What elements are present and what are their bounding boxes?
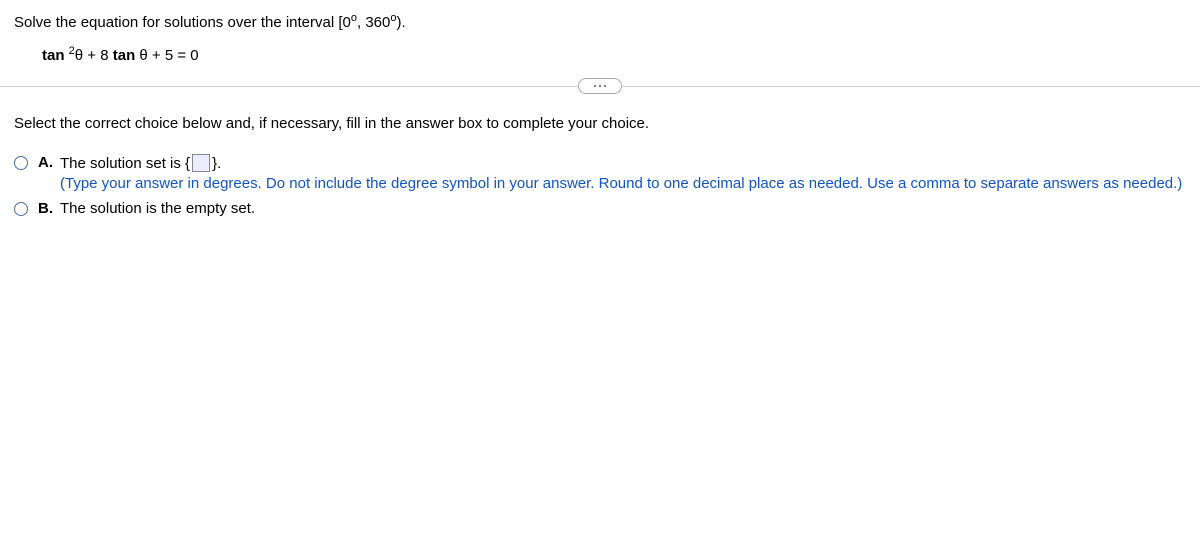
stem-mid: , 360: [357, 14, 390, 31]
eq-mid: θ + 8: [75, 47, 113, 64]
eq-rest: θ + 5 = 0: [135, 47, 198, 64]
choice-a-body: The solution set is {}. (Type your answe…: [60, 154, 1186, 194]
choice-a-line: The solution set is {}.: [60, 154, 1186, 172]
section-separator: [0, 86, 1200, 87]
choice-a-hint: (Type your answer in degrees. Do not inc…: [60, 174, 1186, 194]
tan-1: tan: [42, 47, 65, 64]
choice-b-body: The solution is the empty set.: [60, 200, 1186, 217]
choice-a: A. The solution set is {}. (Type your an…: [14, 154, 1186, 194]
expand-button[interactable]: [578, 78, 622, 94]
choice-b: B. The solution is the empty set.: [14, 200, 1186, 217]
radio-a[interactable]: [14, 156, 28, 170]
question-stem: Solve the equation for solutions over th…: [14, 12, 1186, 31]
tan-2: tan: [113, 47, 136, 64]
answer-input-box[interactable]: [192, 154, 210, 172]
equation: tan 2θ + 8 tan θ + 5 = 0: [14, 45, 1186, 64]
answer-choices: A. The solution set is {}. (Type your an…: [14, 154, 1186, 217]
choice-b-letter: B.: [38, 200, 60, 217]
choice-a-pre: The solution set is {: [60, 155, 190, 172]
ellipsis-icon: [594, 85, 606, 87]
radio-b[interactable]: [14, 202, 28, 216]
stem-text: Solve the equation for solutions over th…: [14, 14, 351, 31]
choice-a-post: }.: [212, 155, 221, 172]
instruction-text: Select the correct choice below and, if …: [14, 115, 1186, 132]
stem-close: ).: [397, 14, 406, 31]
choice-b-text: The solution is the empty set.: [60, 200, 255, 217]
choice-a-letter: A.: [38, 154, 60, 171]
